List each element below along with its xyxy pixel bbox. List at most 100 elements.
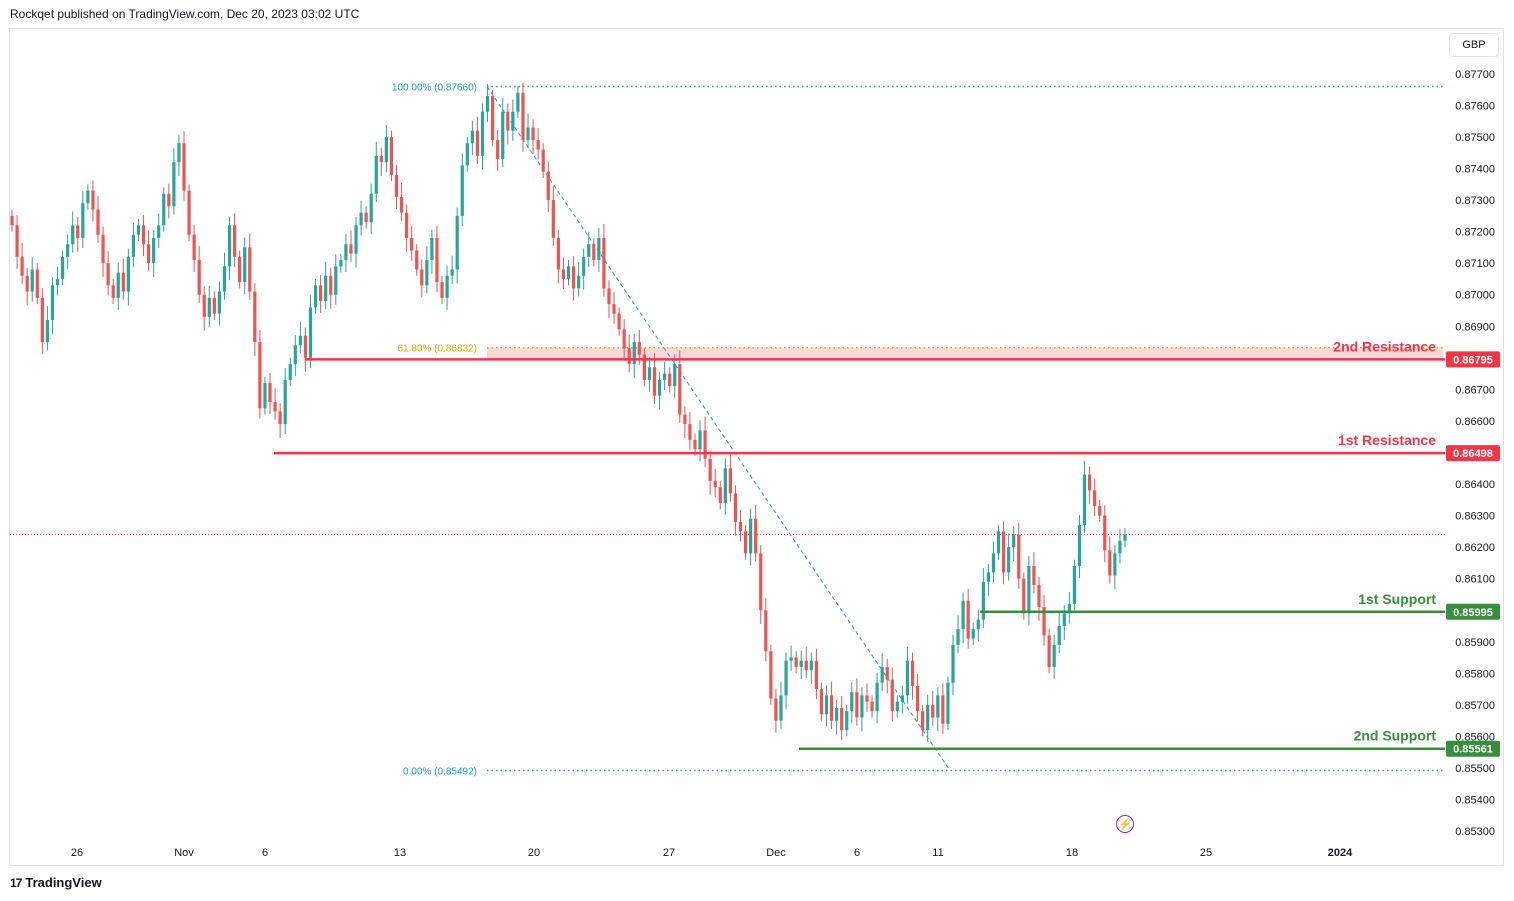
candle-body — [288, 364, 292, 380]
candle-body — [485, 95, 490, 112]
axes: 0.878000.877000.876000.875000.874000.873… — [71, 37, 1495, 859]
fib-trend-line — [486, 86, 951, 771]
candle-body — [374, 155, 378, 194]
candle-body — [445, 275, 449, 298]
candle-body — [475, 130, 480, 156]
candle-body — [253, 291, 257, 343]
candle-body — [1087, 474, 1092, 491]
candle-body — [1022, 578, 1026, 614]
y-tick-label: 0.87200 — [1455, 227, 1495, 239]
candle-body — [379, 155, 383, 163]
candle-body — [349, 244, 353, 254]
candle-body — [764, 610, 768, 652]
candle-body — [738, 521, 743, 532]
candle-body — [774, 698, 778, 721]
candle-body — [941, 695, 945, 724]
candle-body — [243, 247, 247, 283]
candle-body — [1007, 547, 1011, 573]
x-tick-label: 2024 — [1328, 847, 1353, 859]
candle-body — [840, 708, 844, 731]
candle-body — [369, 193, 373, 223]
candle-body — [890, 679, 894, 712]
candle-body — [592, 244, 596, 261]
candle-body — [344, 244, 348, 261]
y-tick-label: 0.86900 — [1455, 321, 1495, 333]
candle-body — [1012, 534, 1016, 548]
candle-body — [182, 143, 186, 191]
candle-body — [238, 256, 242, 283]
candle-body — [915, 685, 920, 712]
candle-body — [405, 212, 409, 238]
candle-body — [435, 237, 439, 283]
candle-body — [819, 689, 824, 715]
candle-body — [809, 660, 813, 671]
candle-body — [566, 266, 571, 279]
fib-zone — [487, 347, 1443, 360]
candle-body — [162, 193, 166, 226]
candle-body — [399, 196, 404, 213]
candle-body — [602, 237, 606, 289]
y-tick-label: 0.85800 — [1455, 668, 1495, 680]
candle-body — [187, 190, 191, 235]
candle-body — [339, 260, 343, 267]
candle-body — [440, 282, 444, 298]
candle-body — [683, 414, 687, 425]
candle-body — [956, 629, 960, 645]
candle-body — [1062, 613, 1066, 626]
y-tick-label: 0.86300 — [1455, 511, 1495, 523]
y-tick-label: 0.86100 — [1455, 574, 1495, 586]
candle-body — [516, 92, 520, 112]
candle-body — [177, 143, 181, 163]
candle-body — [617, 313, 621, 330]
candle-body — [961, 600, 965, 630]
candle-body — [642, 354, 646, 380]
candle-body — [202, 294, 206, 317]
chart-pane[interactable] — [9, 28, 1504, 866]
y-tick-label: 0.86700 — [1455, 384, 1495, 396]
candle-body — [480, 111, 485, 156]
candle-body — [814, 660, 818, 690]
candle-body — [587, 244, 591, 257]
footer-brand[interactable]: 17 TradingView — [10, 875, 102, 890]
lightning-bolt-icon[interactable]: ⚡ — [1116, 815, 1134, 833]
candle-body — [723, 468, 727, 503]
candle-body — [76, 225, 80, 238]
candle-body — [146, 244, 151, 264]
currency-selector[interactable]: GBP — [1449, 33, 1499, 57]
candle-body — [733, 493, 738, 522]
candle-body — [1057, 625, 1061, 645]
candle-body — [582, 256, 586, 276]
candle-body — [521, 92, 525, 141]
candle-body — [946, 682, 950, 724]
candle-body — [71, 225, 75, 245]
candle-body — [1103, 515, 1107, 551]
y-tick-label: 0.87500 — [1455, 132, 1495, 144]
candle-body — [192, 234, 196, 261]
candle-body — [804, 660, 808, 671]
x-tick-label: 11 — [932, 847, 943, 859]
level-label: 2nd Support — [1354, 728, 1437, 744]
candle-body — [364, 212, 368, 223]
candle-body — [921, 711, 925, 731]
candle-body — [885, 667, 889, 680]
price-tag — [1446, 740, 1500, 757]
candle-body — [910, 660, 915, 686]
level-label: 1st Resistance — [1338, 432, 1436, 448]
candle-body — [835, 708, 839, 721]
y-tick-label: 0.87000 — [1455, 290, 1495, 302]
candle-body — [389, 136, 394, 175]
candle-body — [546, 171, 550, 201]
candle-body — [1082, 474, 1087, 526]
candle-body — [86, 190, 90, 204]
tradingview-logo-icon: 17 — [10, 875, 22, 890]
candle-body — [233, 225, 237, 257]
candle-body — [637, 342, 641, 355]
candle-body — [319, 285, 323, 302]
candle-body — [334, 266, 338, 295]
candle-body — [121, 272, 125, 292]
candle-body — [273, 401, 277, 412]
candle-body — [865, 695, 869, 702]
candle-body — [465, 143, 469, 166]
candle-body — [718, 487, 722, 503]
